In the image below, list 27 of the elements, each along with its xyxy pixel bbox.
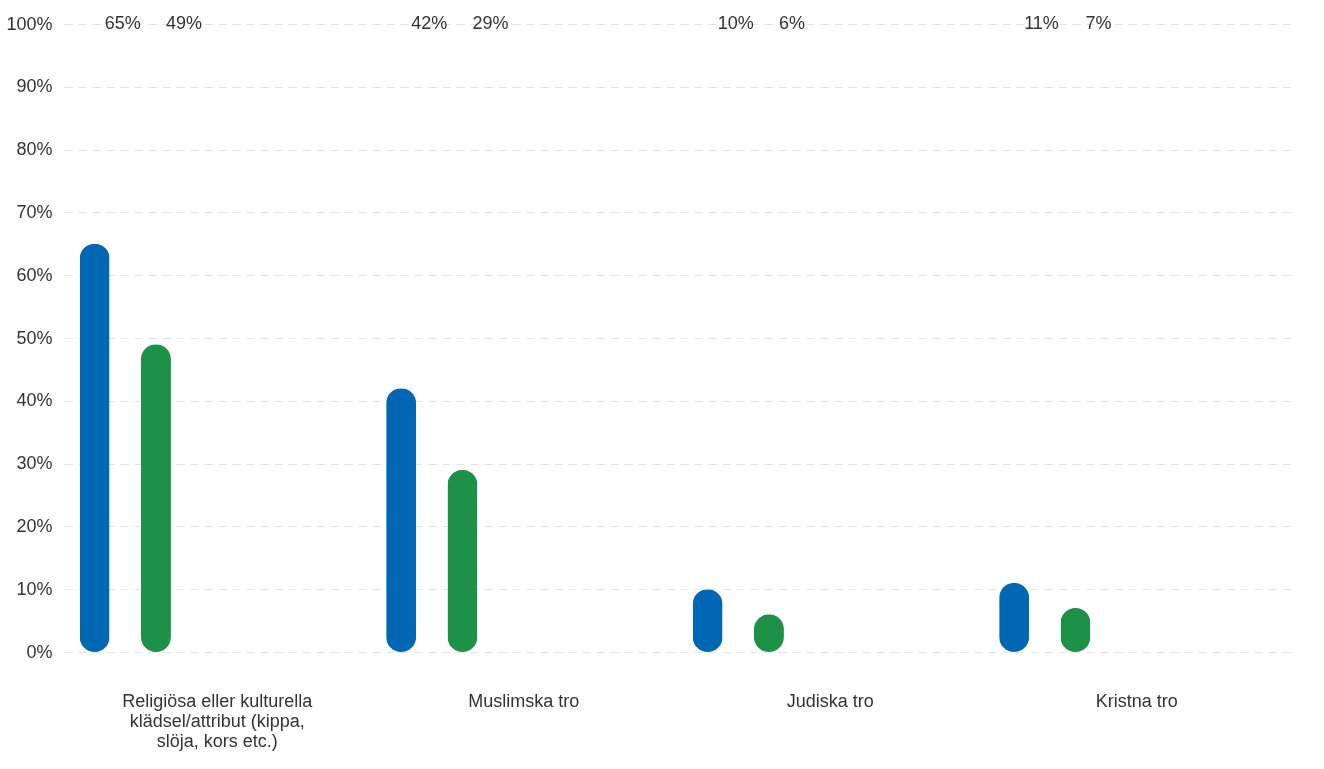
y-tick-label: 10%: [16, 578, 53, 599]
y-tick-label: 80%: [16, 139, 53, 160]
y-tick-label: 100%: [6, 13, 53, 34]
y-tick-label: 60%: [16, 264, 53, 285]
text: 6%: [778, 13, 805, 33]
text: 65%: [104, 13, 141, 33]
bar: [79, 243, 110, 652]
y-tick-label: 30%: [16, 453, 53, 474]
x-tick-label: Kristna tro: [1095, 690, 1178, 711]
y-tick-label: 0%: [26, 641, 53, 662]
y-tick-label: 70%: [16, 201, 53, 222]
y-tick-label: 20%: [16, 515, 53, 536]
y-tick-label: 40%: [16, 390, 53, 411]
y-tick-label: 90%: [16, 76, 53, 97]
text: 49%: [165, 13, 202, 33]
x-tick-label: Muslimska tro: [468, 690, 580, 711]
bar: [140, 344, 171, 652]
text: 42%: [411, 13, 448, 33]
x-tick-label: Judiska tro: [786, 690, 874, 711]
x-tick-label: Religiösa eller kulturella klädsel/attribut (kippa, slöja, kors etc.): [122, 690, 314, 751]
text: 10%: [717, 13, 754, 33]
y-tick-label: 50%: [16, 327, 53, 348]
text: 11%: [1024, 13, 1059, 33]
text: 29%: [472, 13, 509, 33]
text: 7%: [1085, 13, 1112, 33]
bar: [447, 469, 478, 652]
bar: [386, 388, 417, 652]
